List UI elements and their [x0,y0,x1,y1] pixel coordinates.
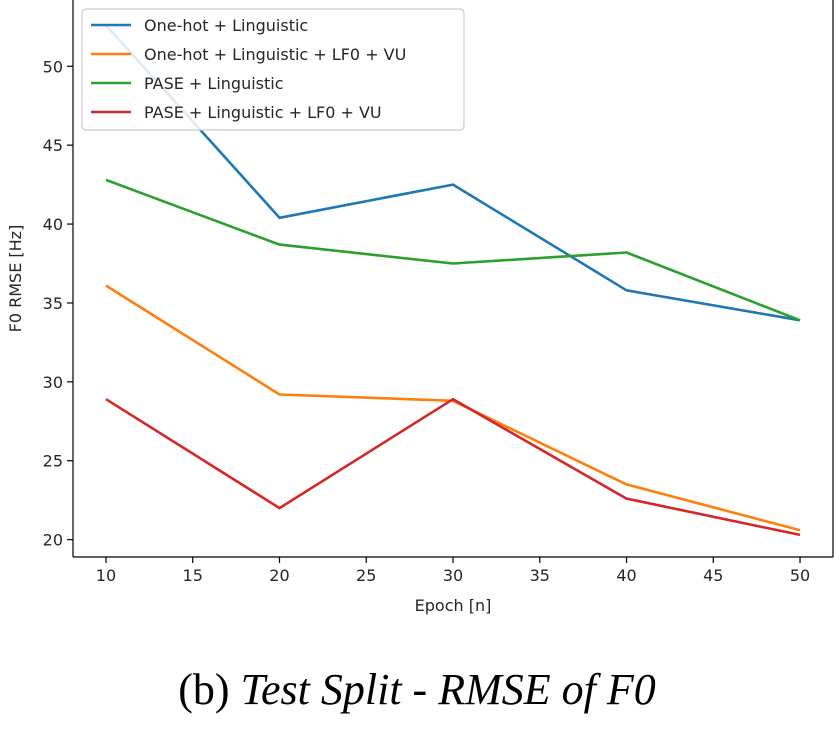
y-axis-label: F0 RMSE [Hz] [6,225,25,333]
x-axis-label: Epoch [n] [415,596,492,615]
series-line-1 [105,24,801,322]
y-tick-label: 40 [43,215,63,234]
series-line-2 [105,284,801,532]
y-tick-label: 25 [43,452,63,471]
x-tick-label: 25 [356,566,376,585]
x-tick-label: 35 [530,566,550,585]
legend: One-hot + Linguistic One-hot + Linguistic… [81,8,465,131]
series-line-4 [105,397,801,537]
line-chart: 10 15 20 25 30 35 40 45 50 20 25 30 35 40 45 50 Epoch [n… [6,0,834,615]
y-tick-label: 35 [43,294,63,313]
x-tick-label: 30 [443,566,463,585]
x-tick-label: 45 [703,566,723,585]
caption-title: Test Split - RMSE of F0 [240,665,656,714]
legend-label-3: PASE + Linguistic [144,74,284,93]
x-tick-label: 50 [790,566,810,585]
legend-label-2: One-hot + Linguistic + LF0 + VU [144,45,406,64]
legend-label-1: One-hot + Linguistic [144,16,308,35]
x-tick-label: 20 [269,566,289,585]
x-tick-label: 10 [96,566,116,585]
series-layer [105,24,801,537]
axes: 10 15 20 25 30 35 40 45 50 20 25 30 35 40 45 50 Epoch [n… [6,0,834,615]
figure-caption: (b) Test Split - RMSE of F0 [0,664,834,715]
y-tick-label: 30 [43,373,63,392]
caption-prefix: (b) [178,665,241,714]
legend-label-4: PASE + Linguistic + LF0 + VU [144,103,382,122]
y-tick-label: 50 [43,57,63,76]
x-tick-label: 40 [616,566,636,585]
legend-frame [81,8,465,131]
y-tick-label: 20 [43,531,63,550]
series-line-3 [105,178,801,322]
x-tick-label: 15 [183,566,203,585]
y-tick-label: 45 [43,136,63,155]
